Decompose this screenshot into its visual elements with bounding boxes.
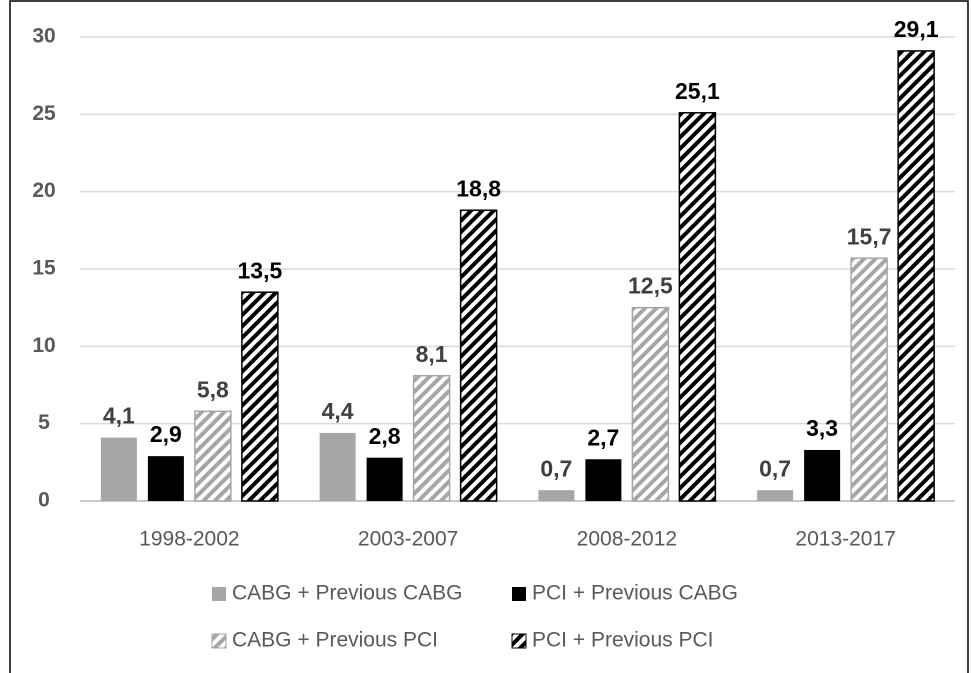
bar — [194, 410, 232, 502]
chart-border — [9, 0, 969, 673]
value-label: 15,7 — [847, 223, 892, 249]
value-label: 2,7 — [587, 424, 619, 450]
legend-label: CABG + Previous PCI — [232, 629, 438, 652]
legend-label: PCI + Previous PCI — [532, 629, 713, 652]
value-label: 0,7 — [540, 455, 572, 481]
y-tick-label: 0 — [38, 489, 50, 512]
bar — [804, 449, 841, 501]
value-label: 4,4 — [322, 398, 354, 424]
bar — [538, 490, 575, 501]
value-label: 18,8 — [456, 175, 501, 201]
bar — [147, 456, 184, 501]
legend-label: PCI + Previous CABG — [532, 582, 738, 605]
bar — [319, 432, 356, 501]
legend-swatch — [512, 587, 526, 601]
y-tick-label: 5 — [38, 411, 50, 434]
legend-swatch — [511, 633, 527, 649]
value-label: 8,1 — [416, 341, 448, 367]
bar — [631, 306, 670, 502]
value-label: 25,1 — [675, 78, 720, 104]
bar — [897, 50, 935, 502]
value-label: 3,3 — [806, 415, 838, 441]
y-tick-label: 15 — [32, 257, 56, 280]
legend-label: CABG + Previous CABG — [232, 582, 463, 605]
bar — [850, 257, 888, 502]
x-tick-label: 2013-2017 — [795, 528, 895, 551]
y-tick-label: 25 — [32, 102, 56, 125]
value-label: 29,1 — [894, 16, 939, 42]
y-tick-label: 30 — [32, 25, 55, 48]
bar — [241, 291, 279, 502]
value-label: 0,7 — [759, 455, 791, 481]
legend-swatch — [211, 633, 227, 649]
value-label: 5,8 — [197, 376, 229, 402]
bar — [100, 437, 137, 501]
bar — [585, 459, 622, 501]
value-label: 2,8 — [369, 423, 401, 449]
bar — [412, 374, 451, 502]
x-tick-label: 2003-2007 — [358, 528, 458, 551]
value-label: 12,5 — [628, 273, 673, 299]
y-tick-label: 10 — [32, 334, 55, 357]
legend-swatch — [212, 587, 226, 601]
bar — [366, 457, 403, 501]
value-label: 4,1 — [103, 403, 135, 429]
bar — [678, 112, 717, 502]
bar — [757, 490, 794, 501]
y-tick-label: 20 — [32, 179, 55, 202]
x-tick-label: 1998-2002 — [139, 528, 239, 551]
bar — [459, 209, 498, 502]
value-label: 2,9 — [150, 421, 182, 447]
x-tick-label: 2008-2012 — [577, 528, 677, 551]
value-label: 13,5 — [237, 257, 282, 283]
